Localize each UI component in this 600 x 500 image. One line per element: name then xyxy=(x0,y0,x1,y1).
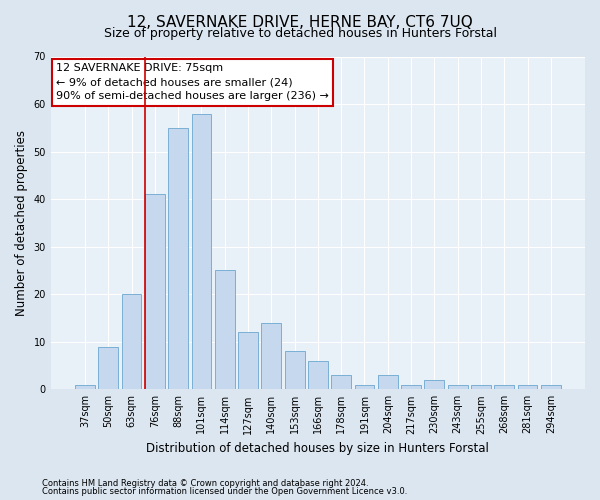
X-axis label: Distribution of detached houses by size in Hunters Forstal: Distribution of detached houses by size … xyxy=(146,442,490,455)
Bar xyxy=(541,384,561,390)
Bar xyxy=(355,384,374,390)
Bar xyxy=(378,375,398,390)
Text: Contains HM Land Registry data © Crown copyright and database right 2024.: Contains HM Land Registry data © Crown c… xyxy=(42,478,368,488)
Text: 12, SAVERNAKE DRIVE, HERNE BAY, CT6 7UQ: 12, SAVERNAKE DRIVE, HERNE BAY, CT6 7UQ xyxy=(127,15,473,30)
Bar xyxy=(424,380,444,390)
Bar xyxy=(238,332,258,390)
Bar xyxy=(98,346,118,390)
Bar xyxy=(75,384,95,390)
Bar xyxy=(215,270,235,390)
Text: 12 SAVERNAKE DRIVE: 75sqm
← 9% of detached houses are smaller (24)
90% of semi-d: 12 SAVERNAKE DRIVE: 75sqm ← 9% of detach… xyxy=(56,63,329,101)
Bar xyxy=(494,384,514,390)
Bar xyxy=(331,375,351,390)
Bar xyxy=(145,194,165,390)
Bar xyxy=(401,384,421,390)
Text: Size of property relative to detached houses in Hunters Forstal: Size of property relative to detached ho… xyxy=(104,28,497,40)
Bar xyxy=(262,322,281,390)
Bar xyxy=(168,128,188,390)
Y-axis label: Number of detached properties: Number of detached properties xyxy=(15,130,28,316)
Bar xyxy=(122,294,142,390)
Bar xyxy=(191,114,211,390)
Text: Contains public sector information licensed under the Open Government Licence v3: Contains public sector information licen… xyxy=(42,487,407,496)
Bar xyxy=(285,352,305,390)
Bar xyxy=(518,384,538,390)
Bar xyxy=(448,384,467,390)
Bar xyxy=(471,384,491,390)
Bar xyxy=(308,361,328,390)
